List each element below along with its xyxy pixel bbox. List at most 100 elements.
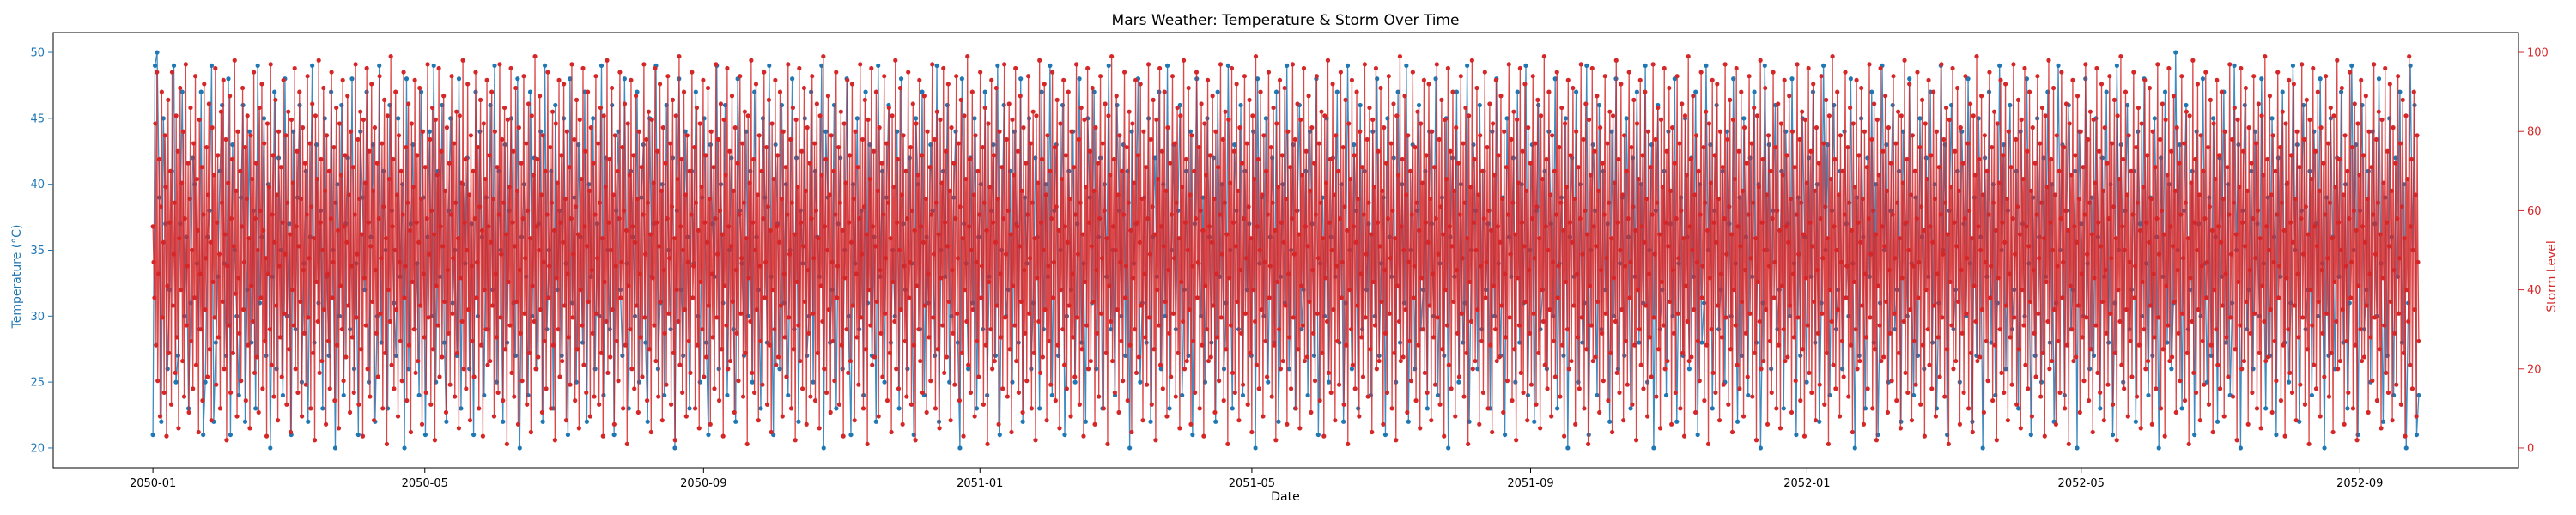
- storm-point: [621, 406, 626, 411]
- storm-point: [771, 176, 776, 182]
- storm-point: [2373, 136, 2379, 142]
- storm-point: [311, 350, 316, 355]
- storm-point: [1218, 62, 1224, 67]
- storm-point: [1546, 89, 1552, 94]
- storm-point: [736, 379, 741, 384]
- storm-point: [1745, 374, 1750, 379]
- storm-point: [1449, 244, 1455, 249]
- temperature-point: [1039, 89, 1044, 94]
- storm-point: [2360, 224, 2366, 229]
- storm-point: [1405, 409, 1410, 415]
- storm-point: [1641, 386, 1646, 391]
- storm-point: [489, 239, 494, 245]
- storm-point: [2044, 279, 2049, 284]
- storm-point: [314, 176, 319, 182]
- storm-point: [2029, 414, 2034, 419]
- storm-point: [1057, 426, 1062, 431]
- storm-point: [1531, 311, 1536, 316]
- storm-point: [285, 200, 290, 205]
- storm-point: [323, 421, 329, 427]
- storm-point: [708, 421, 713, 427]
- storm-point: [1398, 358, 1403, 364]
- storm-point: [587, 414, 593, 419]
- storm-point: [628, 327, 633, 332]
- storm-point: [2352, 101, 2357, 106]
- storm-point: [1092, 421, 1097, 427]
- storm-point: [1359, 335, 1364, 340]
- storm-point: [459, 180, 464, 185]
- storm-point: [1066, 89, 1071, 94]
- storm-point: [1627, 295, 1632, 300]
- storm-point: [1255, 224, 1260, 229]
- temperature-point: [377, 63, 382, 69]
- storm-point: [914, 283, 920, 288]
- storm-point: [415, 153, 420, 158]
- storm-point: [266, 185, 271, 190]
- storm-point: [651, 180, 656, 185]
- storm-point: [1874, 117, 1880, 122]
- storm-point: [605, 58, 610, 63]
- storm-point: [1321, 433, 1327, 439]
- storm-point: [2292, 303, 2297, 308]
- storm-point: [679, 156, 684, 162]
- storm-point: [672, 438, 677, 443]
- storm-point: [1546, 247, 1551, 253]
- storm-point: [359, 347, 364, 352]
- storm-point: [815, 350, 820, 355]
- storm-point: [512, 394, 517, 399]
- temperature-point: [1018, 76, 1024, 82]
- storm-point: [418, 196, 424, 202]
- storm-point: [707, 196, 712, 202]
- storm-point: [1290, 62, 1296, 67]
- storm-point: [1576, 165, 1582, 170]
- storm-point: [2372, 62, 2377, 67]
- temperature-point: [2056, 63, 2061, 69]
- storm-point: [1844, 264, 1850, 269]
- storm-point: [1476, 192, 1481, 197]
- storm-point: [2253, 141, 2259, 146]
- storm-point: [1084, 185, 1089, 190]
- storm-point: [492, 129, 498, 134]
- storm-point: [1564, 327, 1570, 332]
- storm-point: [956, 141, 962, 146]
- storm-point: [2074, 354, 2079, 360]
- storm-point: [2227, 212, 2232, 217]
- temperature-point: [831, 102, 837, 108]
- storm-point: [1611, 276, 1617, 281]
- storm-point: [663, 161, 668, 166]
- storm-point: [879, 161, 884, 166]
- storm-point: [2048, 220, 2053, 225]
- storm-point: [1787, 94, 1792, 99]
- storm-point: [1561, 227, 1566, 233]
- storm-point: [1953, 148, 1958, 154]
- storm-point: [1735, 362, 1740, 367]
- storm-point: [1920, 342, 1926, 348]
- storm-point: [2166, 65, 2172, 71]
- storm-point: [307, 256, 312, 261]
- storm-point: [1205, 327, 1210, 332]
- storm-point: [2214, 327, 2219, 332]
- storm-point: [1336, 168, 1341, 173]
- storm-point: [761, 216, 766, 221]
- storm-point: [1644, 196, 1649, 202]
- storm-point: [1437, 136, 1442, 142]
- storm-point: [1676, 256, 1681, 261]
- storm-point: [532, 318, 537, 324]
- storm-point: [1394, 438, 1399, 443]
- storm-point: [501, 398, 506, 403]
- temperature-point: [1315, 432, 1321, 438]
- storm-point: [1943, 200, 1948, 205]
- storm-point: [1492, 327, 1498, 332]
- temperature-point: [1190, 432, 1195, 438]
- storm-point: [1176, 350, 1181, 355]
- storm-point: [636, 129, 641, 134]
- storm-point: [2363, 94, 2368, 99]
- storm-point: [2150, 129, 2155, 134]
- storm-point: [734, 330, 739, 336]
- storm-point: [900, 421, 905, 427]
- storm-point: [933, 406, 939, 411]
- storm-point: [295, 148, 300, 154]
- storm-point: [1853, 327, 1858, 332]
- storm-point: [1295, 101, 1300, 106]
- storm-point: [1348, 327, 1354, 332]
